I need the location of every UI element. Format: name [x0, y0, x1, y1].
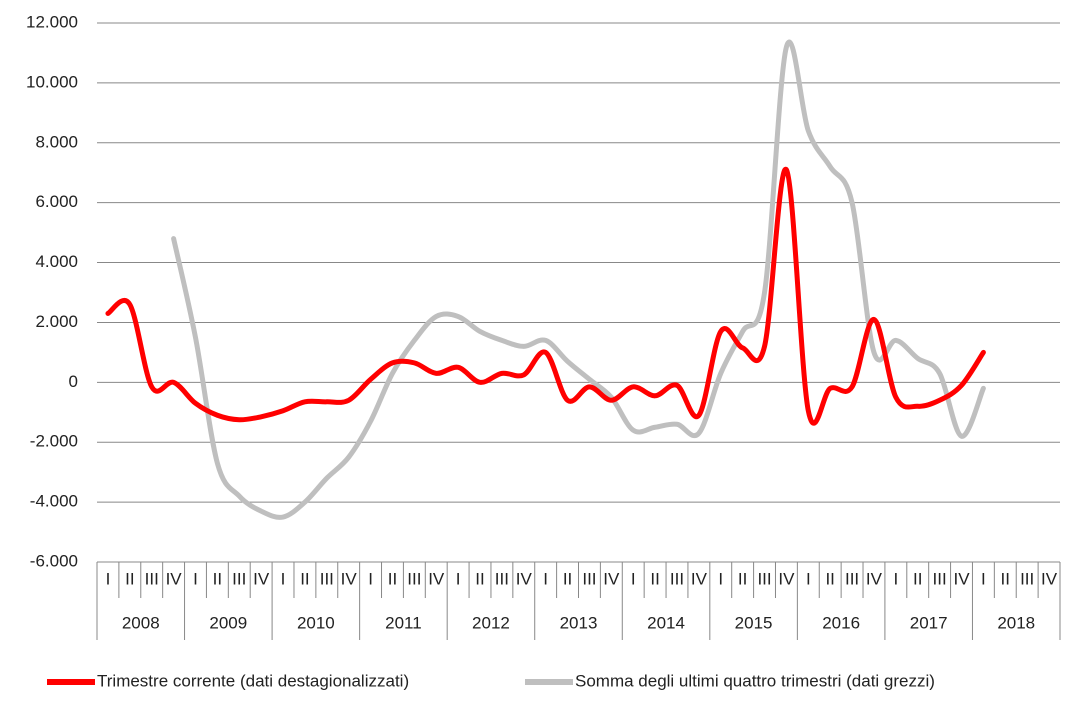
x-tick-label: III — [845, 569, 859, 588]
x-tick-label: III — [320, 569, 334, 588]
x-tick-label: II — [125, 569, 134, 588]
y-tick-label: 6.000 — [35, 192, 78, 211]
x-tick-label: IV — [953, 569, 970, 588]
y-tick-label: 12.000 — [26, 12, 78, 31]
y-tick-label: 4.000 — [35, 252, 78, 271]
x-tick-label: IV — [1041, 569, 1058, 588]
x-tick-label: I — [631, 569, 636, 588]
x-tick-label: II — [213, 569, 222, 588]
x-tick-label: IV — [603, 569, 620, 588]
x-tick-label: II — [475, 569, 484, 588]
year-label: 2010 — [297, 613, 335, 632]
year-label: 2013 — [560, 613, 598, 632]
year-label: 2011 — [385, 613, 422, 632]
x-tick-label: IV — [516, 569, 533, 588]
y-tick-label: -4.000 — [30, 492, 78, 511]
x-tick-label: IV — [778, 569, 795, 588]
year-label: 2015 — [735, 613, 773, 632]
x-tick-label: III — [232, 569, 246, 588]
x-tick-label: II — [738, 569, 747, 588]
x-tick-label: II — [563, 569, 572, 588]
x-tick-label: I — [893, 569, 898, 588]
year-label: 2017 — [910, 613, 948, 632]
year-label: 2012 — [472, 613, 510, 632]
legend-label: Somma degli ultimi quattro trimestri (da… — [575, 671, 935, 690]
y-tick-label: 0 — [69, 372, 78, 391]
x-tick-label: I — [368, 569, 373, 588]
x-tick-label: II — [388, 569, 397, 588]
x-tick-label: IV — [166, 569, 183, 588]
x-tick-label: I — [193, 569, 198, 588]
y-tick-label: 10.000 — [26, 72, 78, 91]
x-tick-label: IV — [428, 569, 445, 588]
year-label: 2014 — [647, 613, 685, 632]
x-tick-label: III — [495, 569, 509, 588]
y-tick-label: -2.000 — [30, 432, 78, 451]
year-label: 2008 — [122, 613, 160, 632]
x-tick-label: IV — [866, 569, 883, 588]
x-tick-label: III — [670, 569, 684, 588]
year-label: 2009 — [209, 613, 247, 632]
x-tick-label: II — [1001, 569, 1010, 588]
x-tick-label: IV — [253, 569, 270, 588]
x-tick-label: III — [1020, 569, 1034, 588]
x-tick-label: I — [543, 569, 548, 588]
x-tick-label: I — [281, 569, 286, 588]
x-tick-label: II — [650, 569, 659, 588]
series-line — [171, 39, 986, 520]
x-tick-label: III — [407, 569, 421, 588]
x-tick-label: I — [106, 569, 111, 588]
x-tick-label: IV — [691, 569, 708, 588]
year-label: 2018 — [997, 613, 1035, 632]
x-tick-label: III — [582, 569, 596, 588]
x-tick-label: I — [806, 569, 811, 588]
y-tick-label: -6.000 — [30, 551, 78, 570]
x-tick-label: III — [933, 569, 947, 588]
x-tick-label: II — [913, 569, 922, 588]
x-tick-label: II — [825, 569, 834, 588]
x-tick-label: III — [145, 569, 159, 588]
x-tick-label: I — [456, 569, 461, 588]
x-tick-label: IV — [341, 569, 358, 588]
y-tick-label: 8.000 — [35, 132, 78, 151]
x-tick-label: II — [300, 569, 309, 588]
y-tick-label: 2.000 — [35, 312, 78, 331]
legend-label: Trimestre corrente (dati destagionalizza… — [97, 671, 409, 690]
x-tick-label: III — [757, 569, 771, 588]
x-tick-label: I — [718, 569, 723, 588]
series-line — [105, 167, 986, 426]
x-tick-label: I — [981, 569, 986, 588]
year-label: 2016 — [822, 613, 860, 632]
